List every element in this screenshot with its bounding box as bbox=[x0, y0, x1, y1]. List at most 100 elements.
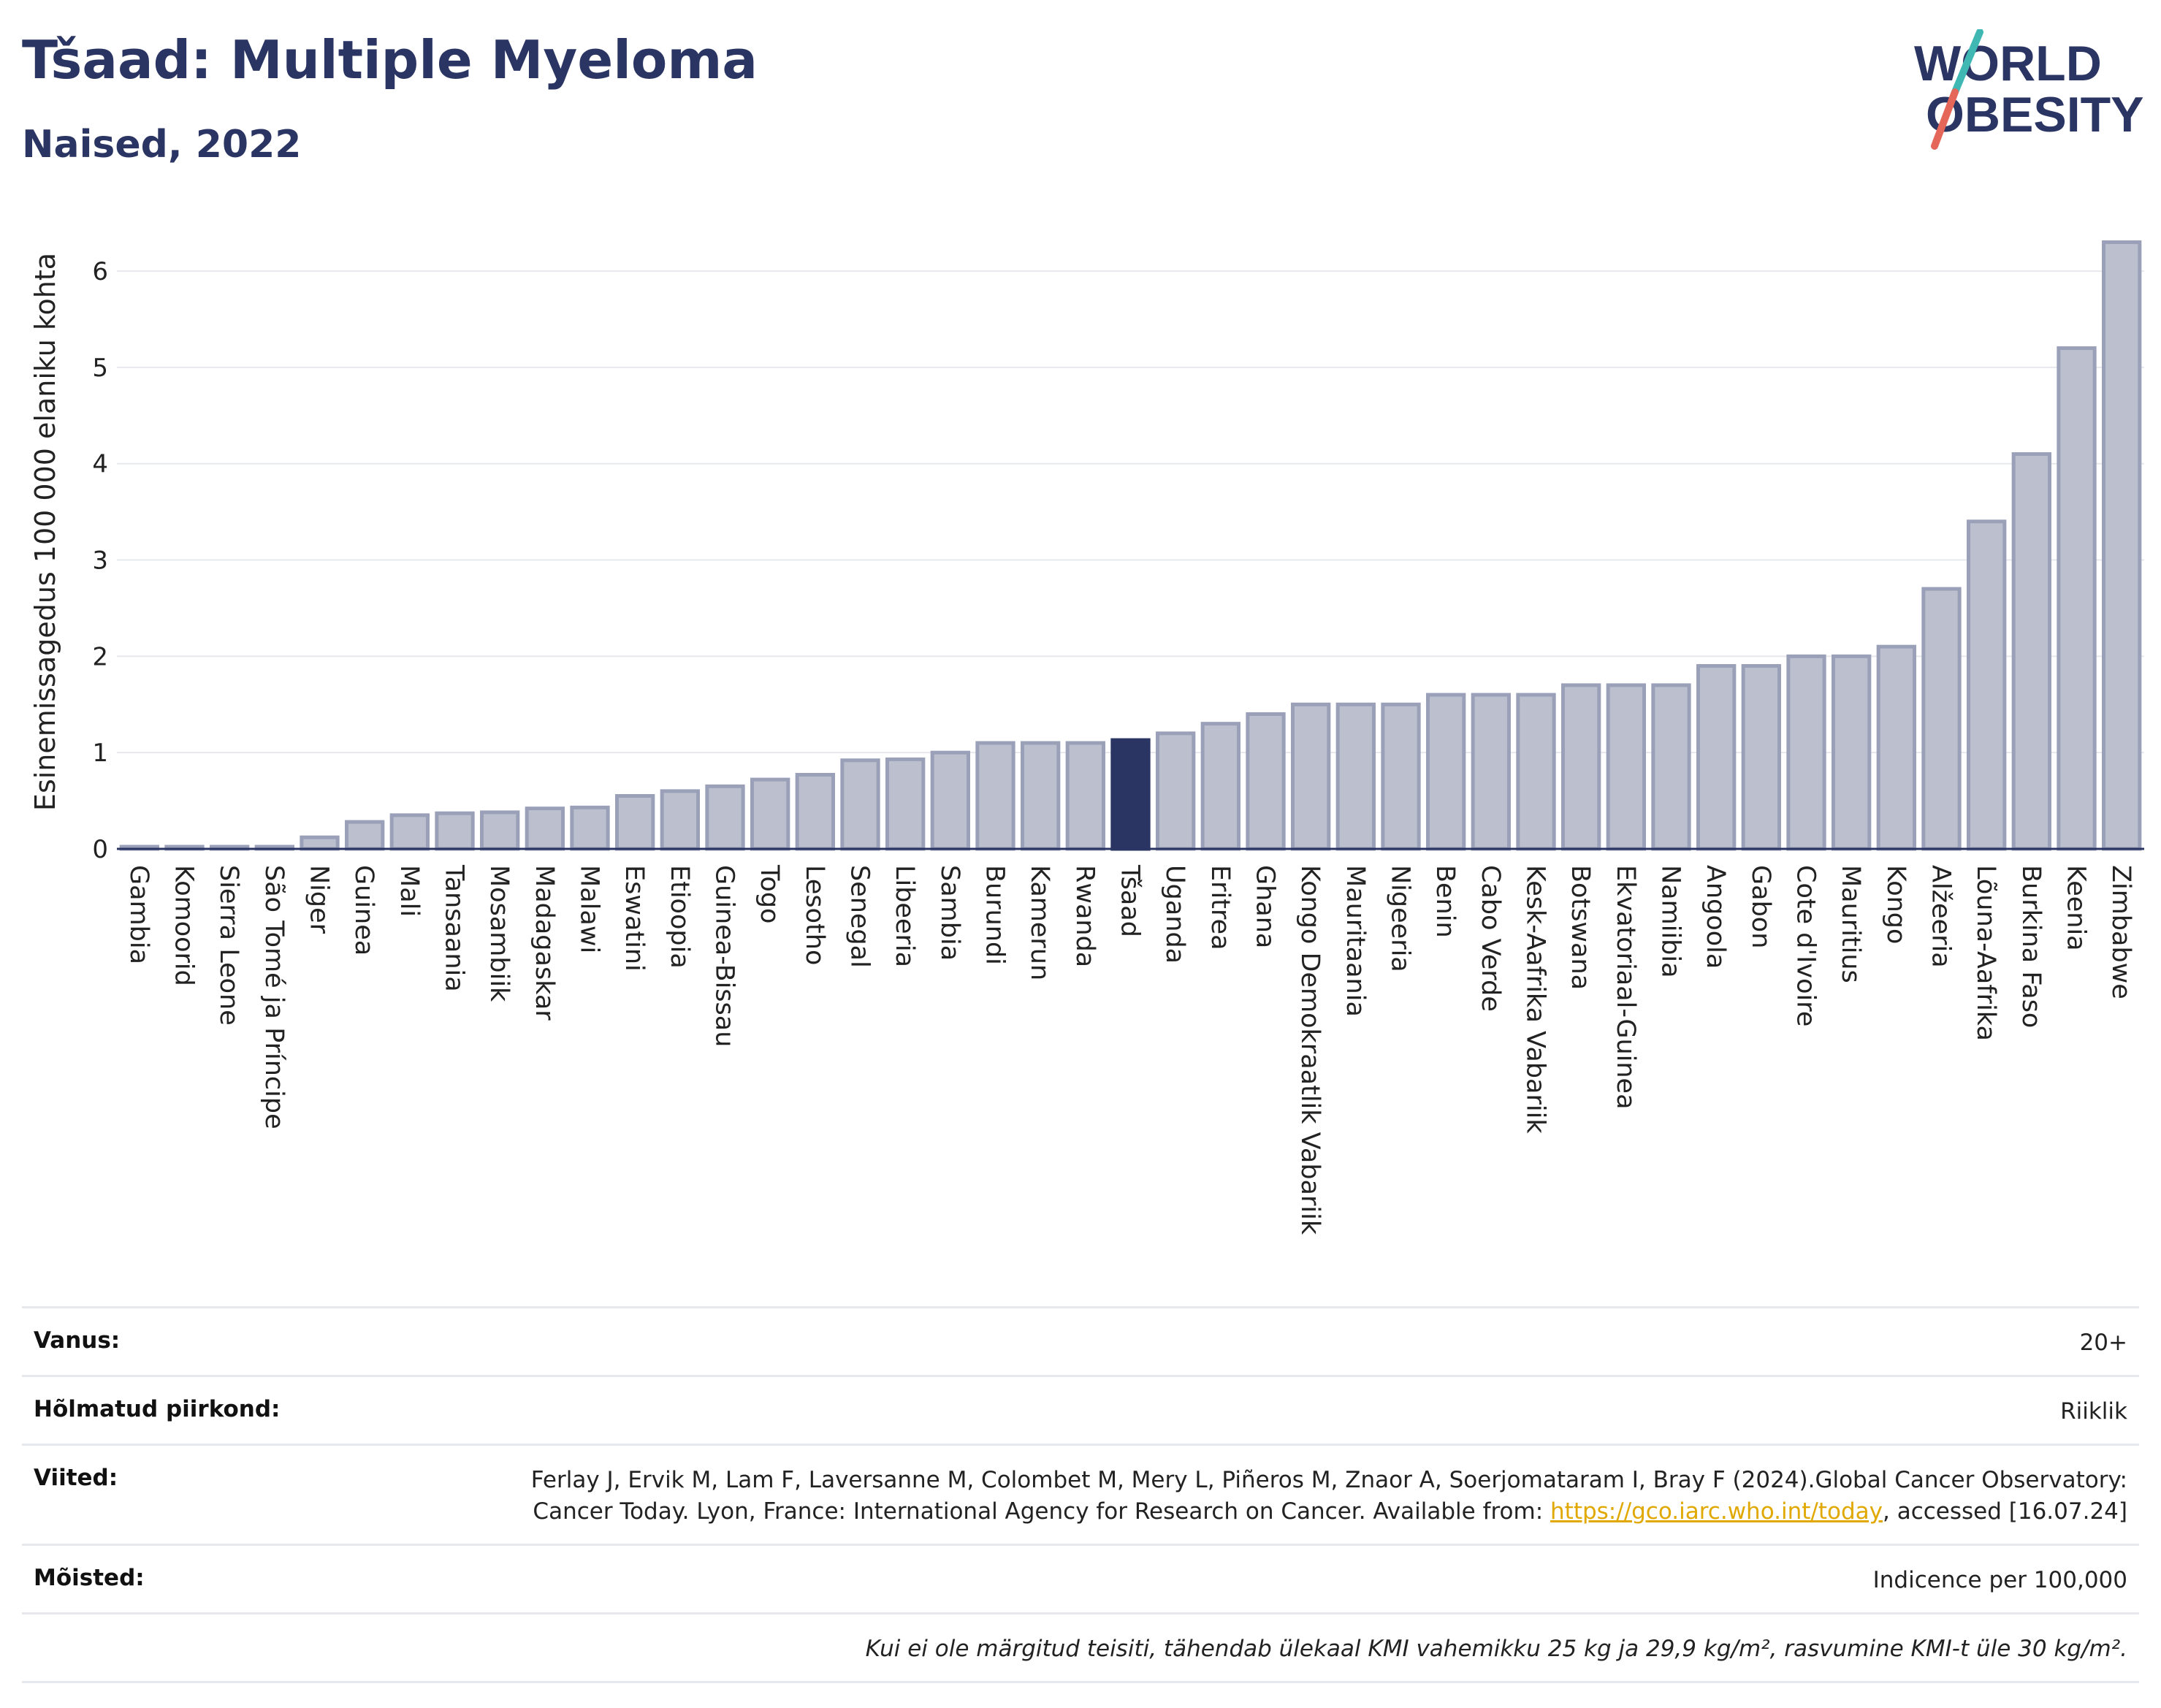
defs-value: Indicence per 100,000 bbox=[1872, 1567, 2127, 1593]
bar-guinea bbox=[345, 820, 385, 851]
y-tick-label: 2 bbox=[92, 642, 108, 671]
refs-label: Viited: bbox=[34, 1465, 118, 1491]
x-tick-label: Mauritaania bbox=[1341, 865, 1370, 1017]
bar-togo bbox=[750, 777, 790, 851]
x-tick-label: Kongo Demokraatlik Vabariik bbox=[1295, 865, 1325, 1235]
bar-namiibia bbox=[1651, 683, 1691, 851]
x-tick-label: Botswana bbox=[1566, 865, 1595, 990]
x-tick-label: Tansaania bbox=[440, 864, 469, 992]
bar-ekvatoriaal-guinea bbox=[1606, 683, 1647, 851]
y-tick-label: 5 bbox=[92, 354, 108, 383]
bar-etioopia bbox=[660, 789, 701, 851]
bars bbox=[119, 240, 2142, 851]
x-tick-label: Ekvatoriaal-Guinea bbox=[1611, 865, 1640, 1110]
x-tick-label: Togo bbox=[755, 864, 784, 923]
x-tick-label: Etioopia bbox=[665, 865, 694, 969]
x-tick-label: Eswatini bbox=[620, 865, 649, 972]
bar-benin bbox=[1426, 693, 1466, 851]
bar-angoola bbox=[1696, 664, 1737, 851]
bar-libeeria bbox=[885, 757, 926, 851]
x-tick-label: Alžeeria bbox=[1926, 865, 1956, 968]
x-tick-label: Rwanda bbox=[1070, 865, 1099, 967]
bar-ghana bbox=[1246, 712, 1286, 851]
x-tick-labels: Gambia Komoorid Sierra Leone São Tomé ja Pr… bbox=[124, 864, 2135, 1235]
x-tick-label: Sambia bbox=[935, 865, 964, 961]
y-tick-label: 3 bbox=[92, 546, 108, 576]
bar-gabon bbox=[1741, 664, 1782, 851]
x-tick-label: Madagaskar bbox=[530, 865, 559, 1021]
bar-mali bbox=[389, 813, 430, 851]
x-tick-label: Malawi bbox=[575, 865, 604, 953]
refs-text: Ferlay J, Ervik M, Lam F, Laversanne M, … bbox=[530, 1467, 2127, 1525]
bar-malawi bbox=[570, 805, 610, 851]
bar-t-aad bbox=[1110, 738, 1151, 851]
x-tick-label: Burkina Faso bbox=[2016, 865, 2046, 1028]
x-tick-label: Cabo Verde bbox=[1476, 865, 1505, 1012]
refs-link[interactable]: https://gco.iarc.who.int/today bbox=[1550, 1498, 1883, 1525]
bar-al-eeria bbox=[1921, 587, 1962, 851]
info-row-defs: Mõisted: Indicence per 100,000 bbox=[22, 1544, 2139, 1612]
x-tick-label: Sierra Leone bbox=[214, 865, 243, 1026]
bar-zimbabwe bbox=[2102, 240, 2142, 851]
x-tick-label: Burundi bbox=[980, 865, 1010, 965]
world-obesity-logo: WORLD OBESITY bbox=[1914, 29, 2144, 150]
bar-kamerun bbox=[1021, 741, 1061, 851]
page-subtitle: Naised, 2022 bbox=[22, 123, 302, 167]
x-tick-label: Lesotho bbox=[800, 865, 829, 965]
x-tick-label: Kamerun bbox=[1025, 865, 1054, 980]
info-row-area: Hõlmatud piirkond: Riiklik bbox=[22, 1375, 2139, 1444]
x-tick-label: Libeeria bbox=[890, 865, 919, 967]
x-tick-label: Gabon bbox=[1746, 865, 1775, 948]
bar-mauritaania bbox=[1335, 702, 1376, 851]
bar-cote-d-ivoire bbox=[1786, 654, 1826, 851]
bar-lesotho bbox=[795, 773, 835, 851]
info-table: Vanus: 20+ Hõlmatud piirkond: Riiklik Vi… bbox=[22, 1306, 2139, 1683]
y-tick-labels: 0 1 2 3 4 5 6 bbox=[92, 257, 108, 864]
bar-burundi bbox=[975, 741, 1015, 851]
bar-cabo-verde bbox=[1471, 693, 1511, 851]
x-tick-label: Guinea-Bissau bbox=[710, 865, 739, 1047]
refs-tail: , accessed [16.07.24] bbox=[1882, 1498, 2127, 1525]
y-tick-label: 4 bbox=[92, 450, 108, 479]
bar-rwanda bbox=[1065, 741, 1105, 851]
x-tick-label: Mosambiik bbox=[484, 865, 514, 1002]
bar-kongo bbox=[1876, 644, 1917, 851]
x-tick-label: Mali bbox=[395, 865, 424, 917]
info-row-age: Vanus: 20+ bbox=[22, 1306, 2139, 1375]
x-tick-label: Cote d'Ivoire bbox=[1791, 865, 1821, 1026]
x-tick-label: Gambia bbox=[124, 865, 153, 964]
bar-uganda bbox=[1156, 731, 1196, 851]
x-tick-label: Uganda bbox=[1160, 865, 1189, 964]
bar-kesk-aafrika-vabariik bbox=[1516, 693, 1556, 851]
x-tick-label: Guinea bbox=[349, 865, 378, 956]
logo-line1: WORLD bbox=[1914, 36, 2102, 91]
defs-label: Mõisted: bbox=[34, 1565, 145, 1591]
x-tick-label: Ghana bbox=[1251, 865, 1280, 948]
bar-senegal bbox=[840, 758, 880, 851]
y-tick-label: 0 bbox=[92, 835, 108, 864]
area-label: Hõlmatud piirkond: bbox=[34, 1396, 281, 1422]
bar-sambia bbox=[930, 750, 970, 851]
bar-eswatini bbox=[615, 794, 655, 851]
bar-tansaania bbox=[435, 811, 475, 851]
x-tick-label: Kongo bbox=[1881, 865, 1910, 944]
bar-mosambiik bbox=[480, 810, 520, 851]
x-tick-label: Namiibia bbox=[1656, 865, 1685, 978]
bar-nigeeria bbox=[1381, 702, 1421, 851]
x-tick-label: Mauritius bbox=[1836, 865, 1865, 983]
x-tick-label: Senegal bbox=[845, 865, 874, 968]
y-tick-label: 6 bbox=[92, 257, 108, 286]
x-tick-label: São Tomé ja Príncipe bbox=[259, 865, 289, 1129]
area-value: Riiklik bbox=[2060, 1398, 2127, 1425]
bar-mauritius bbox=[1832, 654, 1872, 851]
x-tick-label: Komoorid bbox=[169, 865, 199, 986]
logo-slash-coral bbox=[1931, 88, 1959, 150]
refs-value: Ferlay J, Ervik M, Lam F, Laversanne M, … bbox=[520, 1465, 2127, 1528]
bar-madagaskar bbox=[525, 807, 565, 851]
x-tick-label: Keenia bbox=[2062, 865, 2091, 951]
bar-l-una-aafrika bbox=[1967, 519, 2007, 851]
age-value: 20+ bbox=[2079, 1330, 2127, 1356]
bar-guinea-bissau bbox=[705, 784, 745, 851]
info-row-refs: Viited: Ferlay J, Ervik M, Lam F, Lavers… bbox=[22, 1444, 2139, 1544]
x-tick-label: Niger bbox=[305, 865, 334, 934]
